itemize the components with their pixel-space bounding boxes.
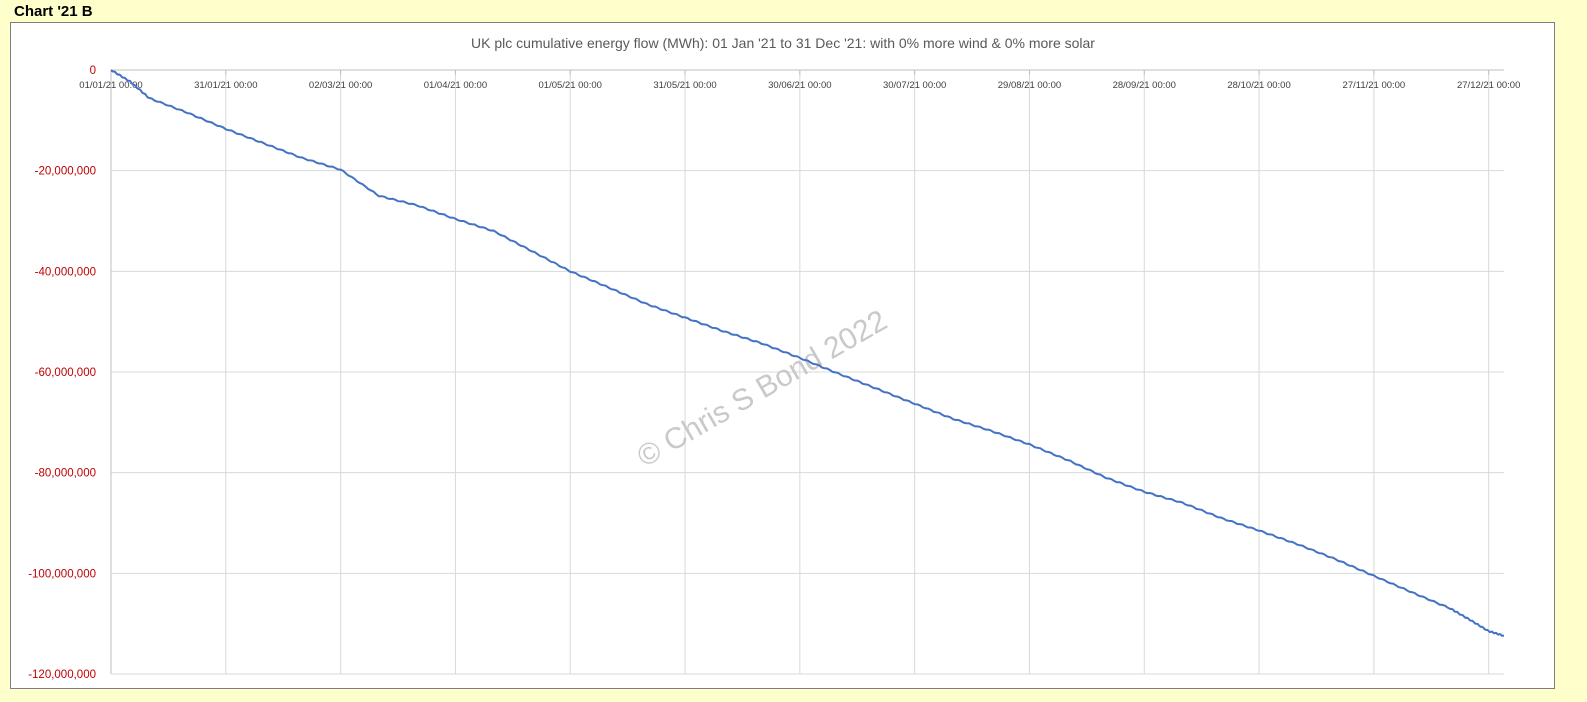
watermark: © Chris S Bond 2022 [632, 304, 893, 474]
x-tick-label: 28/10/21 00:00 [1227, 80, 1290, 91]
x-tick-label: 31/01/21 00:00 [194, 80, 257, 91]
y-tick-label: -20,000,000 [35, 166, 96, 178]
y-tick-label: 0 [90, 65, 96, 77]
y-tick-label: -40,000,000 [35, 266, 96, 278]
x-tick-label: 01/04/21 00:00 [424, 80, 487, 91]
x-tick-label: 27/12/21 00:00 [1457, 80, 1520, 91]
x-tick-label: 28/09/21 00:00 [1113, 80, 1176, 91]
x-tick-label: 30/06/21 00:00 [768, 80, 831, 91]
chart-title: UK plc cumulative energy flow (MWh): 01 … [471, 35, 1095, 51]
y-tick-label: -120,000,000 [28, 669, 96, 681]
gridlines [110, 70, 1504, 675]
x-tick-label: 29/08/21 00:00 [998, 80, 1061, 91]
x-tick-label: 31/05/21 00:00 [653, 80, 716, 91]
x-tick-label: 01/05/21 00:00 [539, 80, 602, 91]
chart-area[interactable]: UK plc cumulative energy flow (MWh): 01 … [10, 22, 1555, 689]
y-axis-ticks: 0 -20,000,000 -40,000,000 -60,000,000 -80,00… [28, 65, 96, 681]
x-axis-ticks: 01/01/21 00:00 31/01/21 00:00 02/03/21 00:… [79, 80, 1520, 91]
x-tick-label: 27/11/21 00:00 [1343, 80, 1406, 91]
sheet-label: Chart '21 B [14, 3, 93, 20]
axes [110, 69, 1504, 674]
series-line [110, 69, 1505, 637]
chart-svg: UK plc cumulative energy flow (MWh): 01 … [28, 35, 1520, 681]
x-tick-label: 01/01/21 00:00 [79, 80, 142, 91]
y-tick-label: -80,000,000 [35, 468, 96, 480]
x-tick-label: 02/03/21 00:00 [309, 80, 372, 91]
y-tick-label: -60,000,000 [35, 367, 96, 379]
x-tick-label: 30/07/21 00:00 [883, 80, 946, 91]
y-tick-label: -100,000,000 [28, 568, 96, 580]
